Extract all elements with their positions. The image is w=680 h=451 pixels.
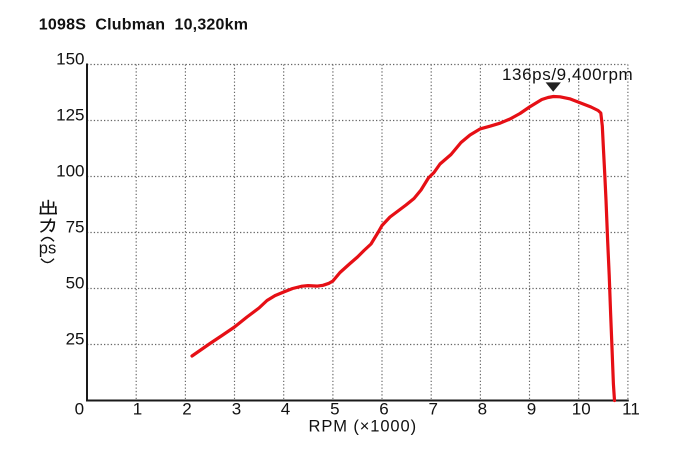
- svg-text:1098S Clubman 10,320km: 1098S Clubman 10,320km: [39, 16, 248, 33]
- svg-text:136ps/9,400rpm: 136ps/9,400rpm: [502, 65, 633, 84]
- svg-text:7: 7: [428, 400, 437, 419]
- svg-text:RPM (×1000): RPM (×1000): [309, 418, 417, 436]
- svg-text:3: 3: [232, 400, 241, 419]
- svg-text:0: 0: [75, 400, 84, 419]
- svg-text:1: 1: [133, 400, 142, 419]
- svg-text:150: 150: [56, 49, 84, 68]
- svg-text:4: 4: [281, 400, 290, 419]
- svg-text:125: 125: [56, 105, 84, 124]
- svg-text:8: 8: [478, 400, 487, 419]
- svg-text:50: 50: [66, 273, 85, 292]
- svg-text:2: 2: [182, 400, 191, 419]
- svg-text:100: 100: [56, 161, 84, 180]
- svg-text:11: 11: [622, 400, 640, 419]
- svg-text:9: 9: [527, 400, 536, 419]
- svg-text:75: 75: [66, 217, 85, 236]
- svg-text:6: 6: [379, 400, 388, 419]
- svg-text:10: 10: [572, 400, 591, 419]
- svg-text:ps: ps: [39, 240, 56, 258]
- svg-text:25: 25: [66, 329, 85, 348]
- svg-text:5: 5: [330, 400, 339, 419]
